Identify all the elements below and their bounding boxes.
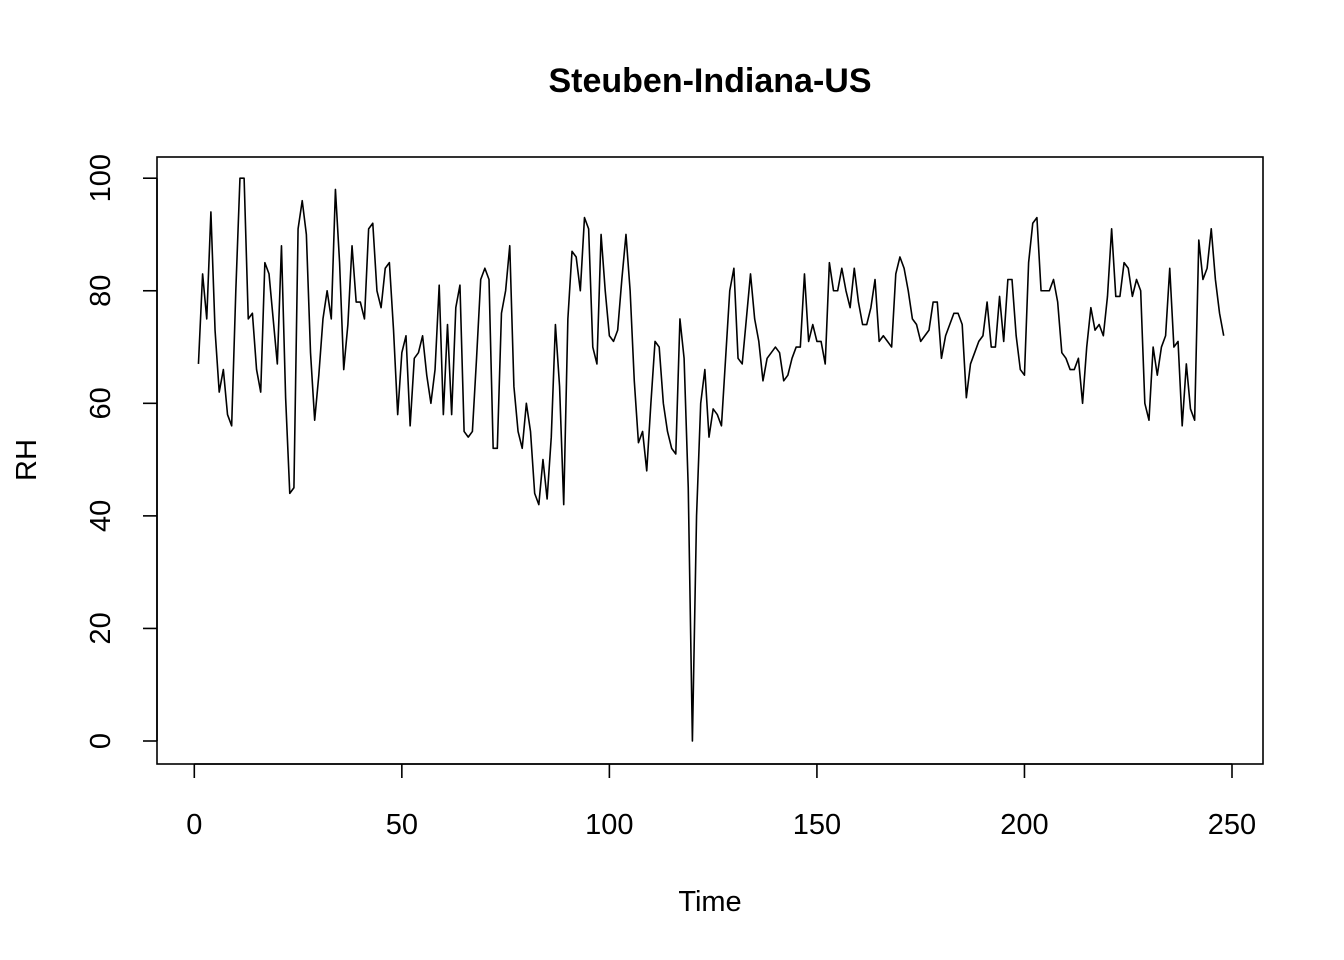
x-tick-label: 250 (1208, 809, 1256, 841)
y-axis: 0 20 40 60 80 100 (85, 154, 158, 749)
x-tick-label: 200 (1000, 809, 1048, 841)
y-axis-label: RH (11, 439, 43, 481)
x-axis-label: Time (678, 886, 741, 918)
y-tick-label: 80 (85, 275, 117, 307)
x-tick-label: 50 (386, 809, 418, 841)
y-tick-label: 40 (85, 500, 117, 532)
x-tick-label: 100 (585, 809, 633, 841)
x-axis: 0 50 100 150 200 250 (186, 763, 1256, 841)
y-tick-label: 0 (85, 733, 117, 749)
chart-title: Steuben-Indiana-US (548, 62, 871, 100)
x-tick-label: 0 (186, 809, 202, 841)
y-tick-label: 20 (85, 612, 117, 644)
y-tick-label: 100 (85, 154, 117, 202)
x-tick-label: 150 (793, 809, 841, 841)
series-line (197, 177, 1225, 742)
y-tick-label: 60 (85, 387, 117, 419)
series-layer (197, 177, 1225, 742)
